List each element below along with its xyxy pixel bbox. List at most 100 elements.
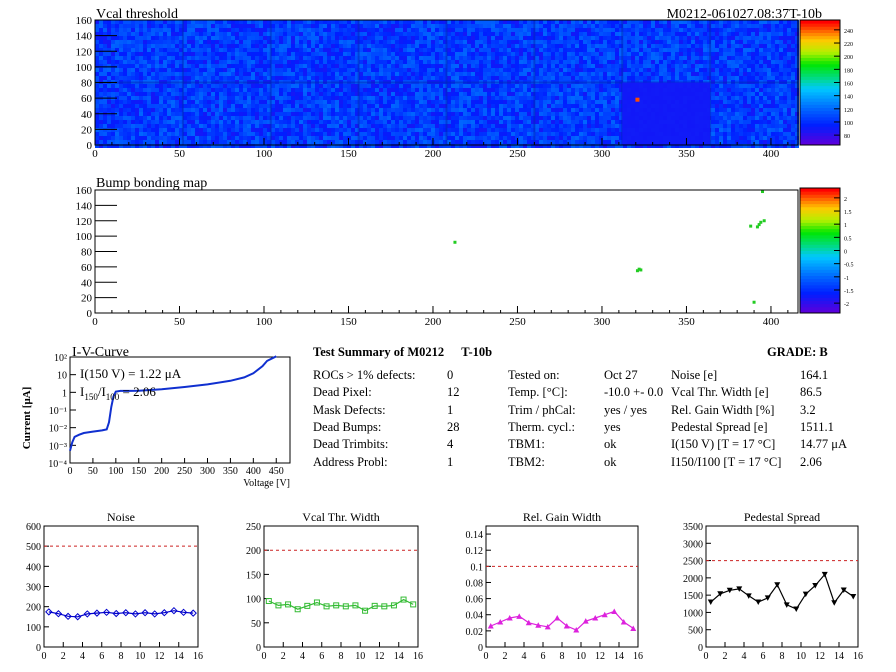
map-cell [243, 32, 247, 36]
map-cell [439, 20, 443, 24]
map-cell [567, 124, 571, 128]
map-cell [379, 44, 383, 48]
map-cell [203, 68, 207, 72]
map-cell [443, 116, 447, 120]
map-cell [695, 28, 699, 32]
map-cell [667, 44, 671, 48]
map-cell [115, 44, 119, 48]
map-cell [599, 60, 603, 64]
map-cell [431, 52, 435, 56]
map-cell [423, 48, 427, 52]
map-cell [99, 92, 103, 96]
map-cell [543, 104, 547, 108]
map-cell [575, 120, 579, 124]
map-cell [639, 76, 643, 80]
map-cell [719, 32, 723, 36]
map-cell [343, 56, 347, 60]
map-cell [131, 36, 135, 40]
map-cell [331, 72, 335, 76]
map-cell [759, 60, 763, 64]
map-cell [411, 36, 415, 40]
map-cell [535, 20, 539, 24]
map-cell [619, 116, 623, 120]
map-cell [251, 88, 255, 92]
map-cell [379, 104, 383, 108]
map-cell [547, 100, 551, 104]
map-cell [447, 28, 451, 32]
map-cell [135, 24, 139, 28]
map-cell [731, 24, 735, 28]
map-cell [315, 92, 319, 96]
map-cell [251, 36, 255, 40]
map-cell [243, 44, 247, 48]
map-cell [211, 108, 215, 112]
map-cell [183, 28, 187, 32]
map-cell [575, 76, 579, 80]
map-cell [203, 84, 207, 88]
map-cell [743, 112, 747, 116]
map-cell [695, 44, 699, 48]
map-cell [295, 92, 299, 96]
map-cell [235, 112, 239, 116]
map-cell [675, 28, 679, 32]
map-cell [791, 92, 795, 96]
map-cell [691, 68, 695, 72]
map-cell [255, 132, 259, 136]
map-cell [307, 120, 311, 124]
map-cell [291, 84, 295, 88]
map-cell [391, 124, 395, 128]
map-cell [275, 36, 279, 40]
map-cell [163, 48, 167, 52]
map-cell [175, 100, 179, 104]
map-cell [99, 68, 103, 72]
map-cell [135, 108, 139, 112]
map-cell [775, 48, 779, 52]
map-cell [283, 88, 287, 92]
map-cell [527, 72, 531, 76]
map-cell [535, 128, 539, 132]
map-cell [319, 40, 323, 44]
map-cell [699, 32, 703, 36]
map-cell [187, 48, 191, 52]
map-cell [559, 76, 563, 80]
map-cell [671, 32, 675, 36]
map-cell [339, 108, 343, 112]
map-cell [771, 56, 775, 60]
map-cell [355, 60, 359, 64]
map-cell [739, 40, 743, 44]
map-cell [131, 64, 135, 68]
map-cell [195, 100, 199, 104]
map-cell [147, 112, 151, 116]
map-cell [107, 132, 111, 136]
map-cell [767, 128, 771, 132]
map-cell [359, 132, 363, 136]
map-cell [547, 56, 551, 60]
map-cell [687, 20, 691, 24]
map-cell [771, 84, 775, 88]
map-cell [607, 100, 611, 104]
map-cell [191, 132, 195, 136]
map-cell [387, 108, 391, 112]
map-cell [783, 36, 787, 40]
map-cell [211, 116, 215, 120]
map-cell [299, 76, 303, 80]
map-cell [727, 48, 731, 52]
map-cell [731, 32, 735, 36]
map-cell [783, 100, 787, 104]
map-cell [119, 120, 123, 124]
map-cell [239, 68, 243, 72]
map-cell [543, 28, 547, 32]
map-cell [579, 44, 583, 48]
map-cell [747, 28, 751, 32]
map-cell [751, 56, 755, 60]
map-cell [583, 72, 587, 76]
map-cell [231, 116, 235, 120]
map-cell [751, 76, 755, 80]
map-cell [491, 52, 495, 56]
map-cell [347, 52, 351, 56]
map-cell [619, 124, 623, 128]
map-cell [263, 100, 267, 104]
map-cell [719, 112, 723, 116]
map-cell [763, 40, 767, 44]
map-cell [519, 72, 523, 76]
